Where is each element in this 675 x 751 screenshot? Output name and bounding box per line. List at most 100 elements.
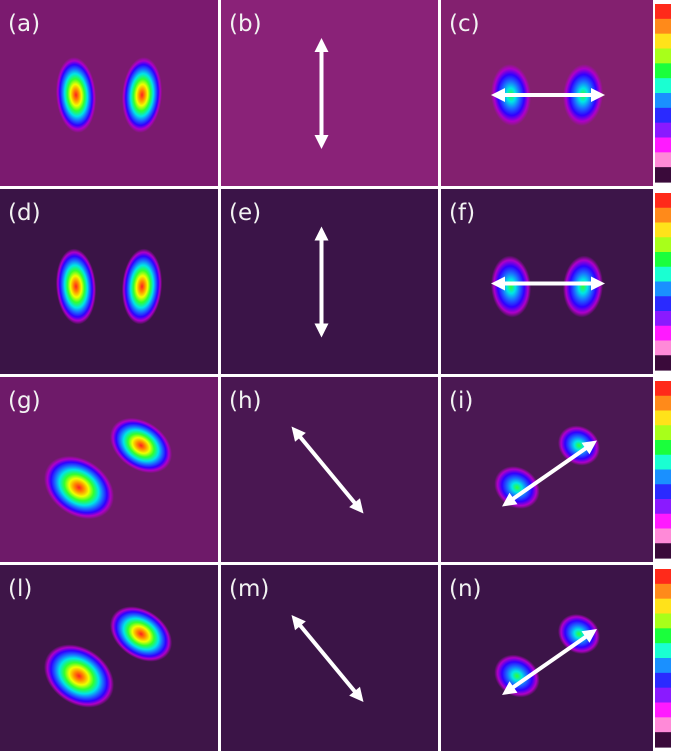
arrow-head — [591, 88, 605, 102]
colorbar-segment — [655, 311, 671, 327]
colorbar-segment — [655, 237, 671, 253]
colorbar-segment — [655, 628, 671, 644]
colorbar-segment — [655, 543, 671, 559]
panel-label: (g) — [8, 388, 41, 414]
intensity-lobe — [490, 255, 532, 318]
panel-label: (e) — [229, 200, 261, 226]
colorbar-segment — [655, 355, 671, 371]
colorbar-segment — [655, 167, 671, 183]
colorbar-segment — [655, 381, 671, 397]
colorbar-segment — [655, 122, 671, 139]
colorbar-segment — [655, 281, 671, 297]
intensity-lobe — [109, 606, 173, 662]
intensity-lobe — [55, 57, 97, 133]
intensity-lobe — [121, 57, 163, 133]
colorbar-segment — [655, 18, 671, 35]
panel-background — [221, 189, 438, 374]
panel-label: (d) — [8, 200, 41, 226]
panel-label: (m) — [229, 576, 269, 602]
panel: (m) — [221, 565, 438, 751]
intensity-lobe — [557, 425, 601, 466]
colorbar — [655, 381, 671, 559]
panel-background — [441, 377, 653, 562]
colorbar-segment — [655, 63, 671, 79]
panel-background — [0, 565, 218, 751]
panel: (d) — [0, 189, 218, 374]
arrow-head — [314, 135, 329, 149]
arrow-head — [291, 426, 306, 442]
colorbar-segment — [655, 717, 671, 733]
panel-label: (b) — [229, 11, 262, 37]
panel: (e) — [221, 189, 438, 374]
arrow-head — [491, 276, 505, 291]
panel-background — [0, 0, 218, 186]
colorbar-segment — [655, 672, 671, 689]
panel-label: (f) — [449, 200, 475, 226]
arrow-head — [314, 226, 329, 241]
colorbar-segment — [655, 193, 671, 209]
arrow-head — [314, 323, 329, 338]
colorbar-segment — [655, 613, 671, 629]
arrow-head — [581, 440, 597, 455]
panel-label: (a) — [8, 11, 40, 37]
arrow-head — [349, 498, 364, 514]
colorbar-segment — [655, 137, 671, 153]
panel-label: (n) — [449, 576, 482, 602]
colorbar-segment — [655, 340, 671, 356]
panel: (f) — [441, 189, 653, 374]
colorbar-segment — [655, 48, 671, 64]
arrow-head — [581, 629, 597, 643]
arrow-shaft — [510, 633, 589, 691]
colorbar-segment — [655, 687, 671, 704]
colorbar-segment — [655, 296, 671, 312]
panel-background — [221, 0, 438, 186]
colorbar-segment — [655, 598, 671, 615]
colorbar-segment — [655, 33, 671, 50]
colorbar — [655, 193, 671, 371]
colorbar-segment — [655, 484, 671, 500]
arrow-head — [491, 88, 505, 102]
colorbar-segment — [655, 152, 671, 168]
intensity-lobe — [121, 248, 163, 325]
panel-label: (i) — [449, 388, 473, 414]
colorbar-segment — [655, 732, 671, 748]
panel: (i) — [441, 377, 653, 562]
arrow-head — [591, 276, 605, 291]
colorbar-segment — [655, 454, 671, 471]
arrow-head — [502, 492, 518, 507]
arrow-shaft — [297, 433, 358, 507]
arrow-head — [349, 686, 364, 702]
panel: (l) — [0, 565, 218, 751]
colorbar-segment — [655, 528, 671, 544]
colorbar-segment — [655, 78, 671, 94]
colorbar-segment — [655, 469, 671, 485]
colorbar-segment — [655, 440, 671, 456]
intensity-lobe — [494, 654, 540, 698]
arrow-shaft — [510, 445, 589, 502]
intensity-lobe — [55, 248, 97, 325]
arrow-shaft — [297, 622, 358, 695]
colorbar-segment — [655, 222, 671, 238]
arrow-head — [502, 681, 518, 695]
colorbar-segment — [655, 395, 671, 412]
panel-label: (l) — [8, 576, 32, 602]
colorbar — [655, 569, 671, 748]
arrow-head — [291, 615, 306, 631]
colorbar-segment — [655, 499, 671, 515]
colorbar-segment — [655, 266, 671, 283]
intensity-lobe — [43, 644, 115, 708]
colorbar-segment — [655, 325, 671, 342]
panel-background — [0, 189, 218, 374]
panel-background — [0, 377, 218, 562]
colorbar-segment — [655, 93, 671, 109]
colorbar-segment — [655, 643, 671, 659]
arrow-head — [314, 38, 329, 52]
colorbar-segment — [655, 4, 671, 20]
panel: (h) — [221, 377, 438, 562]
colorbar-segment — [655, 410, 671, 426]
panel: (b) — [221, 0, 438, 186]
colorbar — [655, 4, 671, 183]
panel-background — [441, 565, 653, 751]
colorbar-segment — [655, 107, 671, 124]
